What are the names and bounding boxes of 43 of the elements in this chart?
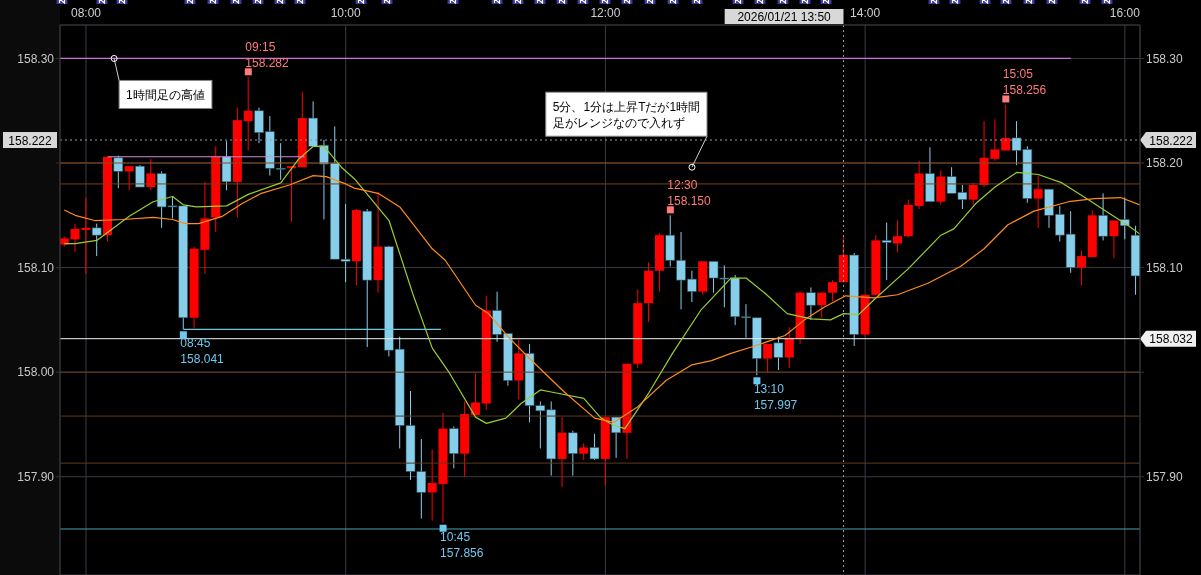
annotation: 1時間足の高値 [126,88,205,103]
y-tick-label: 158.00 [17,365,55,380]
candlestick [773,336,784,371]
candlestick [124,165,134,191]
y-tick-label: 158.10 [17,260,55,275]
x-tick-label: 08:00 [70,6,102,20]
candlestick [243,76,253,151]
candlestick [1033,175,1043,229]
candlestick [806,286,816,321]
candlestick [589,433,600,461]
annotation: 12:30 158.150 [667,178,712,209]
y-tick-label: 158.30 [17,51,55,66]
annotation: 15:05 158.256 [1002,67,1047,98]
candlestick [470,372,480,416]
candlestick [91,223,102,257]
y2-tick-label: 157.90 [1146,469,1184,484]
candlestick [828,279,838,302]
y2-tick-label: 158.10 [1146,260,1184,275]
candlestick [1001,103,1011,151]
x-tick-label: 10:00 [330,6,362,20]
annotation: 09:15 158.282 [245,40,289,71]
candlestick [1076,250,1086,286]
candlestick [784,326,794,369]
candlestick [1098,192,1108,241]
annotation: 5分、1分は上昇Tだが1時間足がレンジなので入れず [552,100,701,131]
candlestick [1109,220,1119,259]
annotation: 08:45 158.041 [180,336,225,367]
ref-line-label: 158.032 [1149,332,1194,347]
ref-line-label: 2026/01/21 13:50 [737,9,832,24]
annotation: 10:45 157.856 [440,529,484,560]
annotation: 13:10 157.997 [753,382,798,413]
x-tick-label: 14:00 [850,6,881,20]
candlestick [881,222,892,281]
ref-line-label: 158.222 [8,133,53,148]
x-tick-label: 16:00 [1109,6,1141,20]
text: 158.222 [1149,133,1193,148]
y-tick-label: 157.90 [17,469,55,484]
y2-tick-label: 158.20 [1146,156,1184,171]
candlestick [817,292,827,319]
candlestick [892,220,902,253]
candlestick [568,430,578,477]
y2-tick-label: 158.30 [1146,51,1184,66]
x-tick-label: 12:00 [590,6,621,20]
